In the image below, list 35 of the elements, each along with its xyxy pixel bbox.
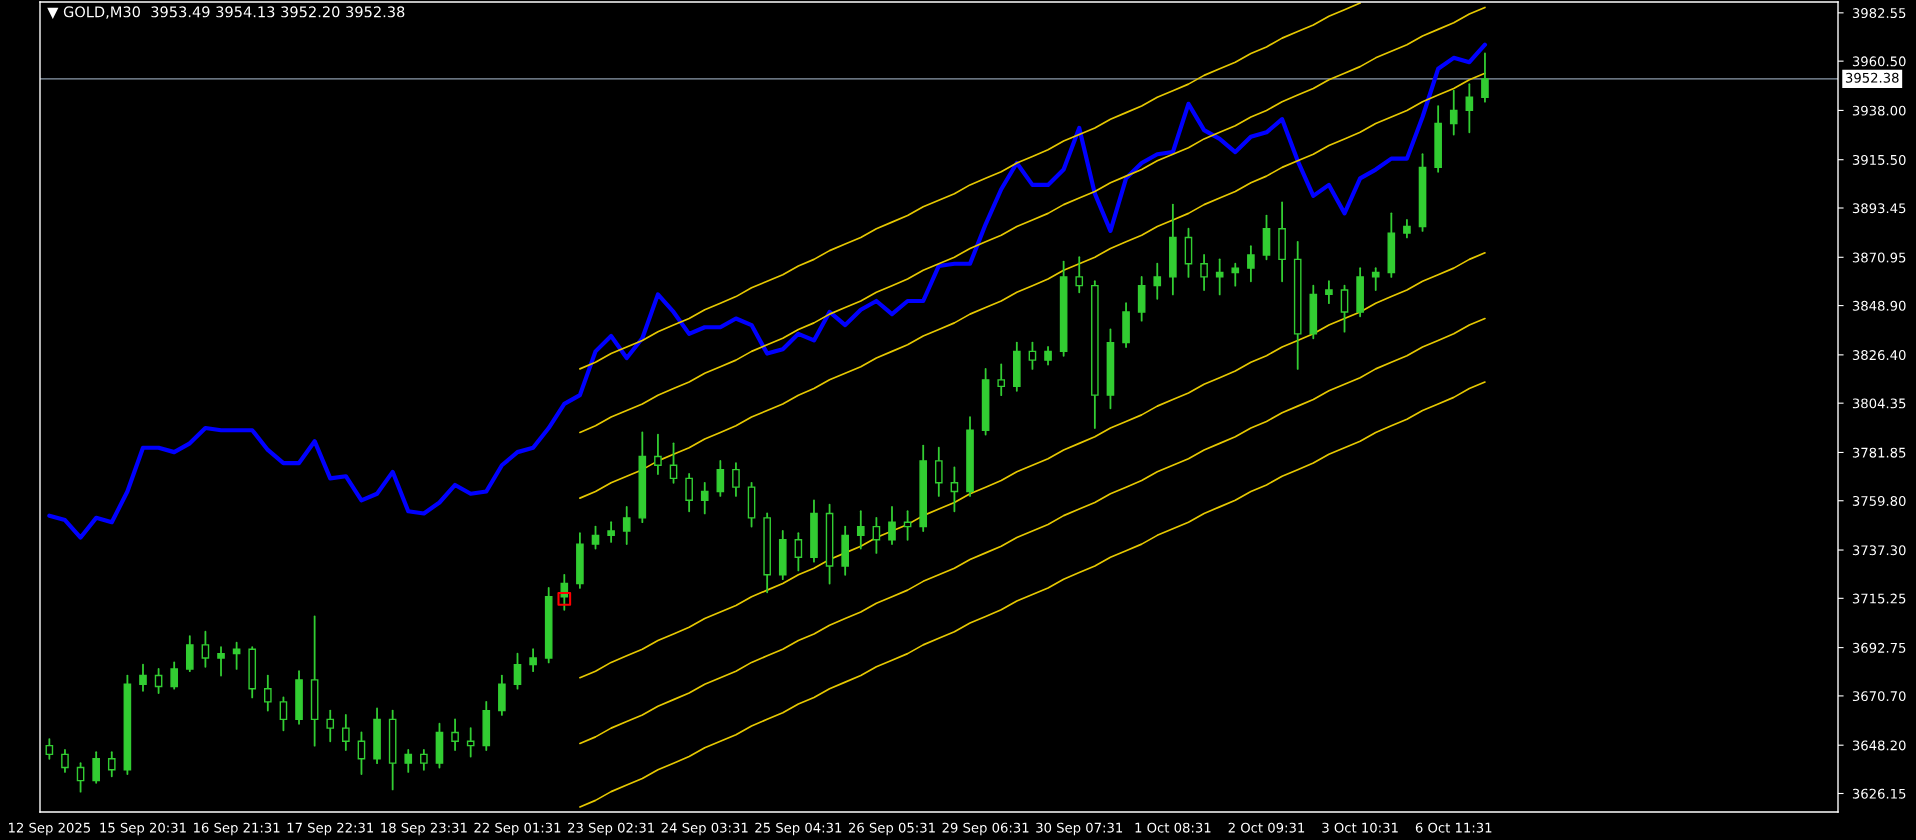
- x-tick-label: 15 Sep 20:31: [100, 822, 186, 836]
- y-tick-label: 3870.95: [1852, 252, 1906, 263]
- y-tick-label: 3915.50: [1852, 154, 1906, 165]
- ref-line-label: 3952.38: [1845, 72, 1899, 83]
- y-tick-label: 3804.35: [1852, 398, 1906, 409]
- x-tick-label: 29 Sep 06:31: [942, 822, 1029, 836]
- y-tick-label: 3938.00: [1852, 105, 1906, 116]
- y-tick-label: 3893.45: [1852, 203, 1906, 214]
- y-tick-label: 3670.70: [1852, 691, 1906, 702]
- y-tick-label: 3692.75: [1852, 642, 1906, 653]
- y-tick-label: 3826.40: [1852, 350, 1906, 361]
- x-tick-label: 3 Oct 10:31: [1322, 822, 1398, 833]
- y-tick-label: 3715.25: [1852, 593, 1906, 604]
- x-tick-label: 1 Oct 08:31: [1135, 822, 1211, 833]
- y-tick-label: 3648.20: [1852, 740, 1906, 751]
- x-tick-label: 25 Sep 04:31: [755, 822, 842, 836]
- y-tick-label: 3781.85: [1852, 447, 1906, 458]
- x-tick-label: 12 Sep 2025: [9, 822, 91, 836]
- y-tick-label: 3960.50: [1852, 56, 1906, 67]
- x-tick-label: 16 Sep 21:31: [194, 822, 280, 836]
- x-tick-label: 17 Sep 22:31: [287, 822, 374, 836]
- x-tick-label: 6 Oct 11:31: [1415, 822, 1492, 833]
- x-tick-label: 2 Oct 09:31: [1228, 822, 1305, 833]
- y-tick-label: 3737.30: [1852, 545, 1906, 556]
- x-tick-label: 30 Sep 07:31: [1036, 822, 1123, 836]
- y-tick-label: 3848.90: [1852, 300, 1906, 311]
- x-tick-label: 24 Sep 03:31: [661, 822, 748, 836]
- y-tick-label: 3982.55: [1852, 8, 1906, 19]
- x-tick-label: 22 Sep 01:31: [474, 822, 561, 836]
- chart-title: ▼ GOLD,M30 3953.49 3954.13 3952.20 3952.38: [47, 6, 405, 19]
- x-tick-label: 26 Sep 05:31: [848, 822, 935, 836]
- x-tick-label: 18 Sep 23:31: [381, 822, 467, 836]
- x-tick-label: 23 Sep 02:31: [568, 822, 654, 836]
- y-tick-label: 3759.80: [1852, 495, 1906, 506]
- y-tick-label: 3626.15: [1852, 788, 1906, 799]
